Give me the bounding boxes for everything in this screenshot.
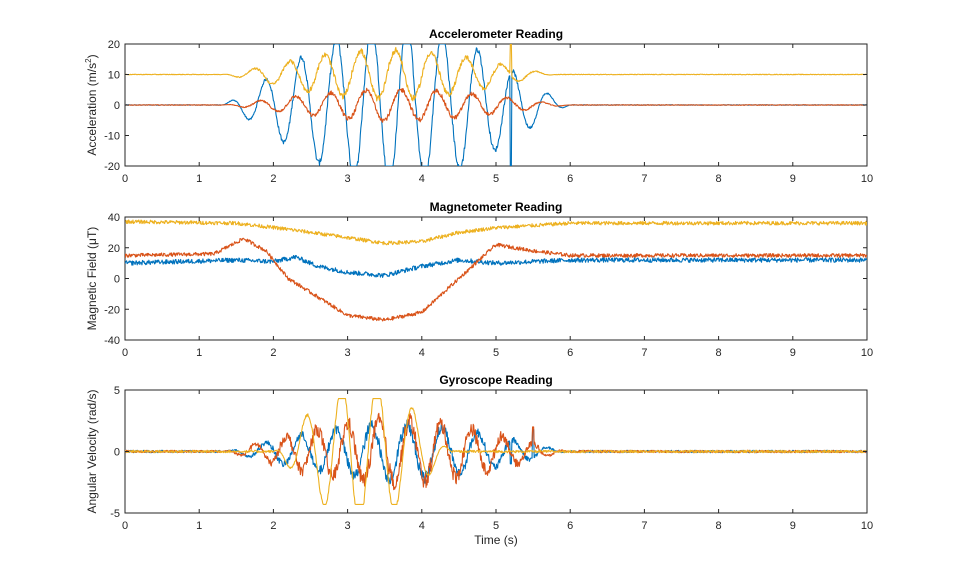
x-tick-label: 1: [196, 347, 202, 359]
x-tick-label: 6: [567, 520, 573, 532]
x-tick-label: 7: [641, 347, 647, 359]
x-tick-label: 5: [493, 173, 499, 185]
x-tick-label: 0: [122, 173, 128, 185]
series-z-line: [125, 44, 867, 102]
x-tick-label: 7: [641, 520, 647, 532]
y-tick-label: -40: [104, 335, 120, 347]
y-tick-label: -10: [104, 131, 120, 143]
series-z-line: [125, 219, 867, 246]
x-tick-label: 7: [641, 173, 647, 185]
y-tick-label: -20: [104, 161, 120, 173]
x-tick-label: 6: [567, 173, 573, 185]
x-tick-label: 5: [493, 347, 499, 359]
series-y-line: [125, 87, 867, 123]
x-tick-label: 5: [493, 520, 499, 532]
x-tick-label: 10: [861, 173, 873, 185]
y-axis-label: Angular Velocity (rad/s): [85, 389, 99, 513]
x-tick-label: 0: [122, 520, 128, 532]
x-tick-label: 10: [861, 520, 873, 532]
y-tick-label: 20: [108, 39, 120, 51]
chart-title: Accelerometer Reading: [429, 27, 563, 41]
y-tick-label: 0: [114, 447, 120, 459]
x-tick-label: 9: [790, 347, 796, 359]
x-tick-label: 6: [567, 347, 573, 359]
subplot-2: 0 1 2 3 4 5 6 7 8 9 10 -40 -20 0 20 40 Magnetometer Read…: [85, 200, 873, 359]
x-tick-label: 9: [790, 173, 796, 185]
y-tick-label: -5: [110, 508, 120, 520]
y-tick-label: 10: [108, 70, 120, 82]
x-tick-label: 3: [345, 173, 351, 185]
y-tick-label: 5: [114, 385, 120, 397]
x-tick-label: 0: [122, 347, 128, 359]
chart-title: Magnetometer Reading: [430, 200, 563, 214]
y-tick-label: 0: [114, 274, 120, 286]
x-tick-label: 9: [790, 520, 796, 532]
x-tick-label: 10: [861, 347, 873, 359]
y-axis-label: Acceleration (m/s2): [84, 54, 99, 155]
x-tick-label: 1: [196, 173, 202, 185]
x-tick-label: 2: [270, 347, 276, 359]
y-tick-label: -20: [104, 304, 120, 316]
x-tick-label: 4: [419, 520, 425, 532]
x-tick-label: 8: [716, 173, 722, 185]
x-tick-label: 2: [270, 173, 276, 185]
x-tick-label: 3: [345, 347, 351, 359]
chart-title: Gyroscope Reading: [439, 373, 552, 387]
x-tick-label: 8: [716, 347, 722, 359]
y-axis-label: Magnetic Field (μT): [85, 227, 99, 331]
series-y-line: [125, 237, 867, 322]
y-tick-label: 0: [114, 100, 120, 112]
series-z-line: [125, 398, 867, 505]
x-axis-label: Time (s): [474, 533, 518, 547]
x-tick-label: 1: [196, 520, 202, 532]
x-tick-label: 2: [270, 520, 276, 532]
axes-box: [124, 216, 868, 341]
y-tick-label: 20: [108, 243, 120, 255]
series-x-line: [125, 254, 867, 278]
x-tick-label: 3: [345, 520, 351, 532]
x-tick-label: 4: [419, 173, 425, 185]
x-tick-label: 4: [419, 347, 425, 359]
x-tick-label: 8: [716, 520, 722, 532]
y-tick-label: 40: [108, 212, 120, 224]
subplot-1: 0 1 2 3 4 5 6 7 8 9 10 -20 -10 0 10 20 Accelerometer Rea…: [84, 27, 873, 185]
